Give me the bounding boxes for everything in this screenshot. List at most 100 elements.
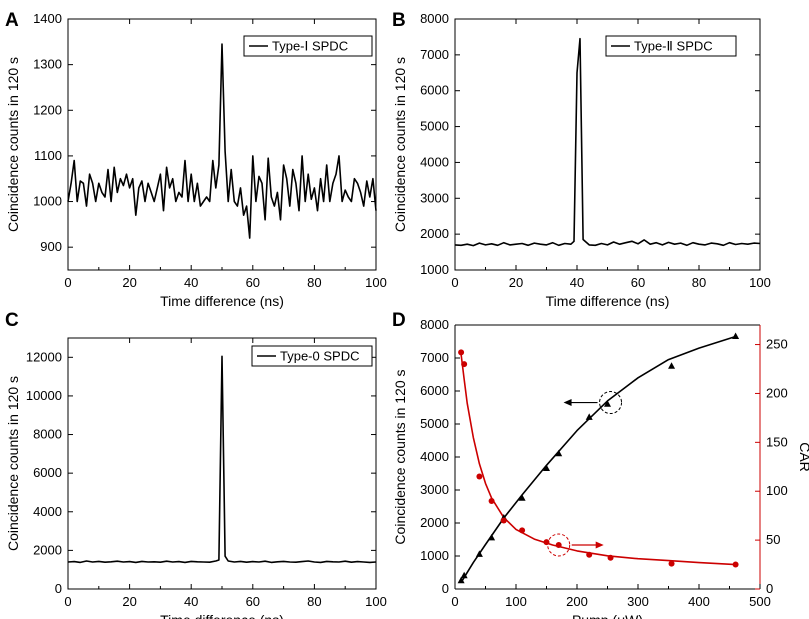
x-tick-label: 0 bbox=[64, 594, 71, 609]
counts-point bbox=[488, 533, 496, 541]
legend-label: Type-Ⅱ SPDC bbox=[634, 39, 713, 54]
legend-box bbox=[243, 35, 373, 57]
legend-label: Type-Ⅰ SPDC bbox=[272, 39, 348, 54]
car-fit-curve bbox=[460, 354, 736, 566]
x-tick-label: 60 bbox=[246, 275, 260, 290]
y-axis-title: Coincidence counts in 120 s bbox=[5, 376, 21, 551]
y-tick-label: 3000 bbox=[420, 190, 449, 205]
y2-tick-label: 150 bbox=[766, 434, 788, 449]
car-point bbox=[607, 554, 614, 561]
counts-highlight-circle bbox=[599, 391, 623, 415]
x-tick-label: 80 bbox=[692, 275, 706, 290]
x-tick-label: 100 bbox=[749, 275, 771, 290]
x-tick-label: 40 bbox=[184, 594, 198, 609]
y-tick-label: 4000 bbox=[33, 504, 62, 519]
y-tick-label: 12000 bbox=[26, 349, 62, 364]
car-point bbox=[500, 517, 507, 524]
y-axis-title: Coincidence counts in 120 s bbox=[5, 57, 21, 232]
counts-point bbox=[457, 576, 465, 584]
x-tick-label: 80 bbox=[307, 594, 321, 609]
panel-B: B 0 20 40 60 80 100 1000 2000 3000 4000 5000 6000 700… bbox=[392, 10, 771, 309]
data-series-line bbox=[454, 37, 761, 247]
y-tick-label: 0 bbox=[442, 581, 449, 596]
car-point bbox=[555, 542, 562, 548]
legend-box bbox=[605, 35, 737, 57]
y-tick-label: 900 bbox=[40, 239, 62, 254]
x-tick-label: 80 bbox=[307, 275, 321, 290]
counts-point bbox=[460, 571, 468, 579]
x-tick-label: 0 bbox=[64, 275, 71, 290]
panel-D: D0 100 200 300 400 50001000200030004000500060… bbox=[392, 310, 809, 619]
y-tick-label: 8000 bbox=[420, 317, 449, 332]
panel-A: A 0 20 40 60 80 100 900 1000 1100 1200 1300 1400 Time… bbox=[5, 10, 387, 309]
panel-C: C 0 20 40 60 80 100 0 2000 4000 6000 8000 10000 12000… bbox=[5, 310, 387, 619]
y-tick-label: 2000 bbox=[420, 515, 449, 530]
y-tick-label: 1000 bbox=[420, 262, 449, 277]
y-tick-label: 4000 bbox=[420, 449, 449, 464]
counts-point bbox=[585, 413, 593, 420]
y-tick-label: 8000 bbox=[420, 11, 449, 26]
y-tick-label: 8000 bbox=[33, 427, 62, 442]
y-tick-label: 1000 bbox=[420, 548, 449, 563]
plot-frame bbox=[454, 18, 761, 271]
x-tick-label: 400 bbox=[688, 594, 710, 609]
x-tick-label: 60 bbox=[631, 275, 645, 290]
y-tick-label: 2000 bbox=[33, 542, 62, 557]
counts-point bbox=[732, 332, 740, 340]
x-tick-label: 60 bbox=[246, 594, 260, 609]
car-point bbox=[461, 361, 468, 368]
x-tick-label: 200 bbox=[566, 594, 588, 609]
x-tick-label: 40 bbox=[184, 275, 198, 290]
y-tick-label: 1300 bbox=[33, 57, 62, 72]
car-point bbox=[476, 473, 483, 480]
car-highlight-circle bbox=[547, 533, 571, 557]
y-axis-title: Coincidence counts in 120 s bbox=[392, 57, 408, 232]
car-point bbox=[519, 527, 526, 534]
y-tick-label: 5000 bbox=[420, 119, 449, 134]
data-series-line bbox=[67, 355, 377, 564]
y-tick-label: 3000 bbox=[420, 482, 449, 497]
car-point bbox=[586, 551, 593, 558]
counts-point bbox=[668, 362, 676, 369]
counts-point bbox=[555, 449, 563, 457]
y-tick-label: 10000 bbox=[26, 388, 62, 403]
right-arrow-head bbox=[595, 541, 604, 549]
x-tick-label: 0 bbox=[451, 275, 458, 290]
x-tick-label: 20 bbox=[122, 594, 136, 609]
y2-tick-label: 200 bbox=[766, 385, 788, 400]
y-tick-label: 1000 bbox=[33, 194, 62, 209]
y2-tick-label: 100 bbox=[766, 483, 788, 498]
panel-letter: D bbox=[392, 310, 406, 331]
y-tick-label: 6000 bbox=[33, 465, 62, 480]
car-point bbox=[668, 560, 675, 567]
counts-point bbox=[475, 550, 483, 557]
x-tick-label: 500 bbox=[749, 594, 771, 609]
x-tick-label: 100 bbox=[505, 594, 527, 609]
y-tick-label: 2000 bbox=[420, 226, 449, 241]
y-tick-label: 7000 bbox=[420, 350, 449, 365]
y-tick-label: 4000 bbox=[420, 154, 449, 169]
left-arrow-head bbox=[563, 399, 572, 407]
y-tick-label: 1100 bbox=[34, 148, 62, 163]
y-tick-label: 1400 bbox=[33, 11, 62, 26]
car-point bbox=[488, 498, 495, 504]
counts-fit-curve bbox=[460, 335, 736, 583]
y2-axis-title: CAR bbox=[797, 442, 809, 472]
x-tick-label: 20 bbox=[122, 275, 136, 290]
y-tick-label: 6000 bbox=[420, 83, 449, 98]
x-axis-title: Time difference (ns) bbox=[160, 612, 284, 619]
x-tick-label: 100 bbox=[365, 594, 387, 609]
car-point bbox=[732, 561, 739, 568]
x-axis-title: Pump (μW) bbox=[572, 612, 643, 619]
x-tick-label: 20 bbox=[509, 275, 523, 290]
panel-letter: B bbox=[392, 10, 406, 31]
legend-label: Type-0 SPDC bbox=[280, 349, 359, 364]
x-tick-label: 100 bbox=[365, 275, 387, 290]
y-tick-label: 5000 bbox=[420, 416, 449, 431]
x-axis-title: Time difference (ns) bbox=[160, 293, 284, 309]
data-series-line bbox=[67, 43, 377, 239]
counts-point bbox=[543, 464, 550, 472]
counts-point bbox=[518, 494, 526, 501]
y2-tick-label: 250 bbox=[766, 337, 788, 352]
